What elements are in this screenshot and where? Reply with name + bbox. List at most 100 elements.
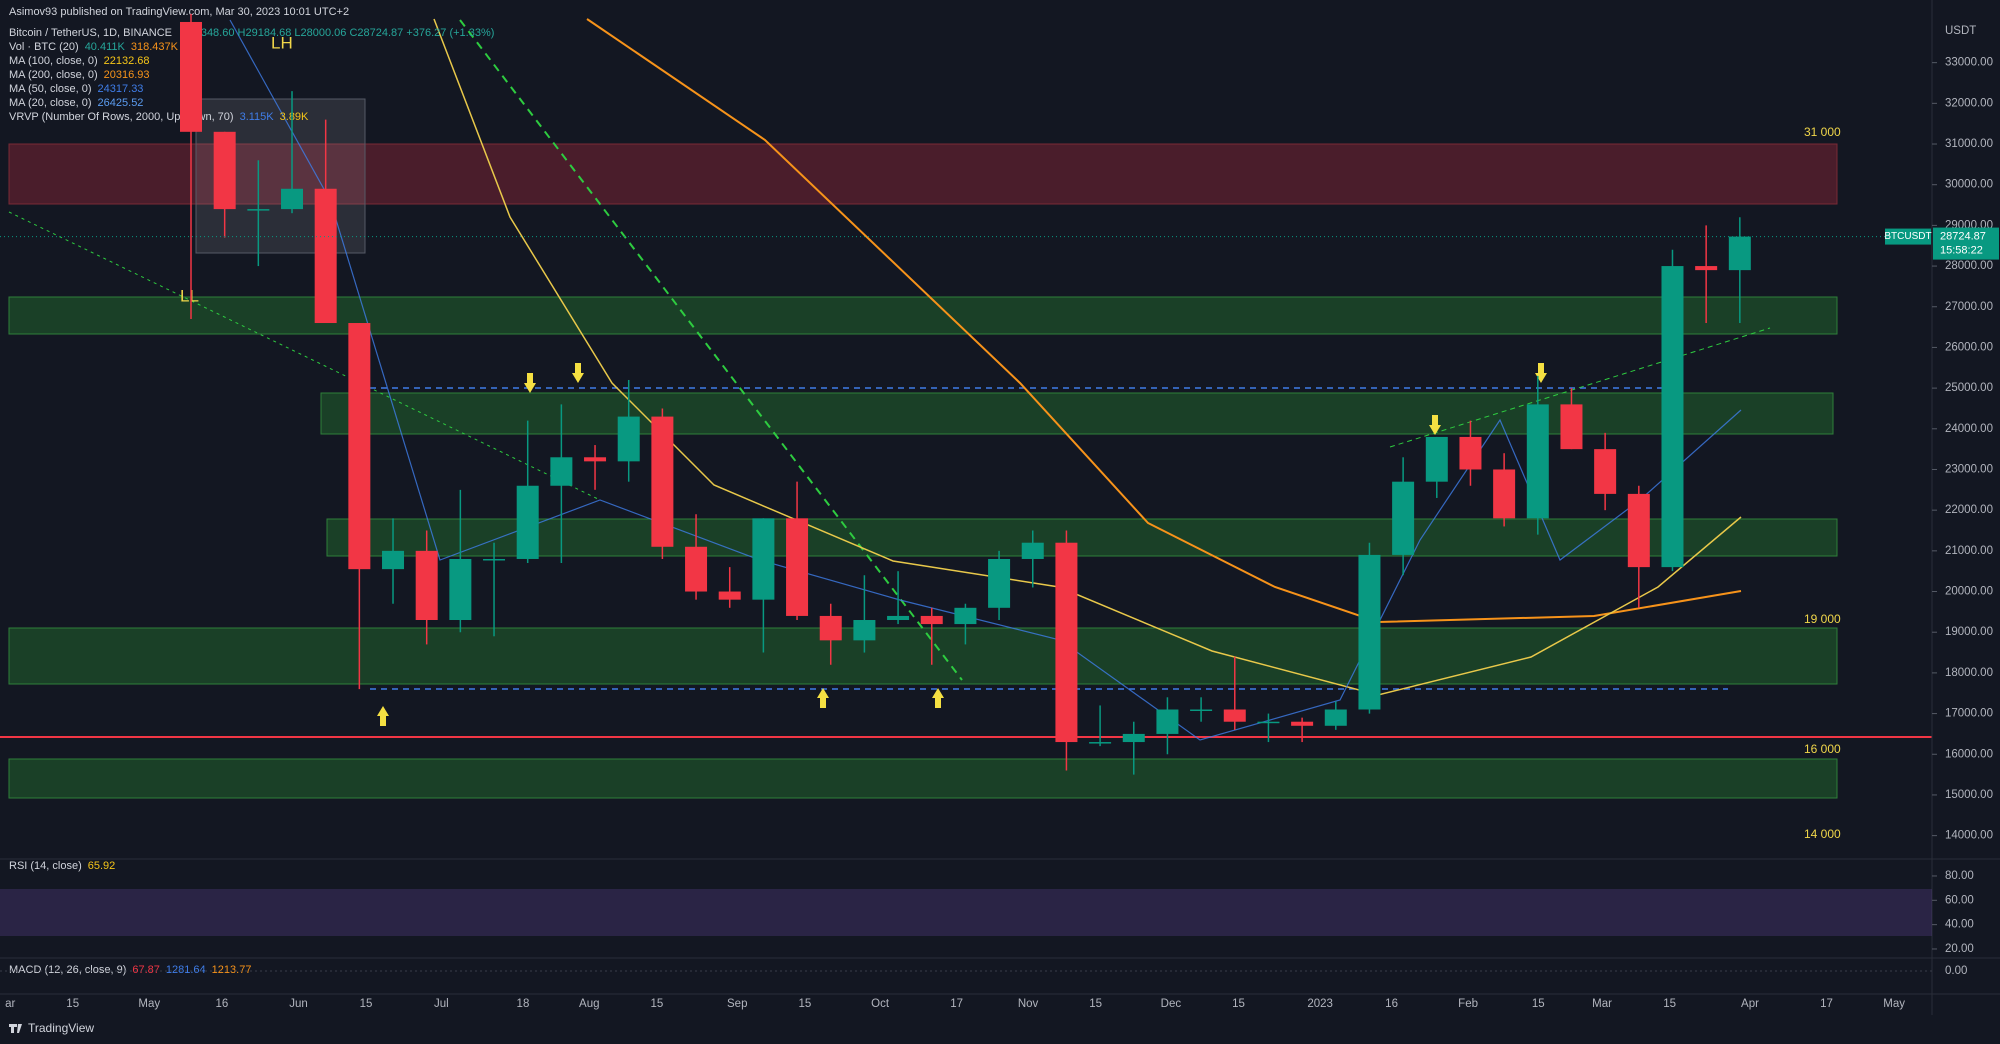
legend-entry: MA (200, close, 0) 20316.93	[9, 69, 150, 81]
legend-entry: Vol · BTC (20) 40.411K 318.437K	[9, 41, 179, 53]
candle-body	[281, 188, 304, 210]
candle-body	[651, 416, 674, 547]
legend-name: MA (100, close, 0)	[9, 55, 98, 67]
zone-label: 19 000	[1804, 612, 1841, 626]
y-tick-label: 21000.00	[1945, 545, 1993, 557]
support-zone	[326, 518, 1838, 557]
candle-body	[213, 131, 236, 210]
y-tick-label: 19000.00	[1945, 626, 1993, 638]
legend-value: 318.437K	[131, 41, 179, 53]
arrow	[817, 688, 829, 708]
x-tick-label: Dec	[1161, 998, 1182, 1010]
candle-body	[752, 518, 775, 600]
candle-body	[449, 558, 472, 621]
x-tick-label: 15	[1663, 998, 1676, 1010]
x-tick-label: 15	[1089, 998, 1102, 1010]
candle-body	[247, 209, 270, 211]
legend-value: 3.115K	[240, 111, 275, 123]
candle-body	[1156, 709, 1179, 734]
y-tick-label: 22000.00	[1945, 504, 1993, 516]
legend-value: 20316.93	[104, 69, 150, 81]
moving-average	[586, 18, 1742, 624]
support-zone	[8, 758, 1838, 799]
arrow	[377, 706, 389, 726]
symbol-tag	[1885, 228, 1931, 245]
legend-value: 26425.52	[98, 97, 144, 109]
y-tick-label: 15000.00	[1945, 789, 1993, 801]
candle-body	[1459, 436, 1482, 470]
candle-body	[617, 416, 640, 462]
y-tick-label: 17000.00	[1945, 708, 1993, 720]
x-tick-label: May	[138, 998, 160, 1010]
symbol-title: Bitcoin / TetherUS, 1D, BINANCE O28348.60…	[9, 27, 494, 39]
candle-body	[1493, 469, 1516, 519]
rsi-value: 65.92	[88, 860, 116, 872]
symbol-label: BTCUSDT	[1884, 231, 1931, 242]
rsi-band	[0, 889, 1932, 936]
annotation: LL	[180, 286, 199, 305]
moving-average	[229, 19, 1742, 741]
candle-body	[1560, 404, 1583, 450]
legend-name: MA (50, close, 0)	[9, 83, 92, 95]
zone-label: 16 000	[1804, 742, 1841, 756]
x-tick-label: Oct	[871, 998, 890, 1010]
x-tick-label: Jul	[434, 998, 449, 1010]
logo	[9, 1024, 22, 1033]
arrow	[932, 688, 944, 708]
trend-line	[1389, 327, 1771, 448]
y-tick-label: 0.00	[1945, 965, 1967, 977]
candle-body	[988, 558, 1011, 608]
y-tick-label: 14000.00	[1945, 830, 1993, 842]
y-tick-label: 16000.00	[1945, 748, 1993, 760]
zone-label: 31 000	[1804, 125, 1841, 139]
candle-body	[483, 558, 506, 561]
y-tick-label: 30000.00	[1945, 179, 1993, 191]
candle-body	[1324, 709, 1347, 726]
x-tick-label: 15	[1532, 998, 1545, 1010]
legend-value: 22132.68	[104, 55, 150, 67]
legend-entry: VRVP (Number Of Rows, 2000, Up/Down, 70)…	[9, 111, 309, 123]
candle-body	[314, 188, 337, 324]
legend-name: MA (200, close, 0)	[9, 69, 98, 81]
support-zone	[320, 392, 1834, 435]
candle-body	[786, 518, 809, 616]
candle-body	[1526, 404, 1549, 519]
ohlc-readout: O28348.60 H29184.68 L28000.06 C28724.87 …	[180, 27, 494, 39]
candle-body	[1661, 266, 1684, 568]
x-tick-label: ar	[5, 998, 15, 1010]
annotation: LH	[271, 33, 293, 52]
candle-body	[1223, 709, 1246, 722]
publisher: Asimov93 published on TradingView.com, M…	[9, 6, 349, 18]
macd-name: MACD (12, 26, close, 9)	[9, 964, 126, 976]
candle-body	[1695, 266, 1718, 271]
zone-label: 14 000	[1804, 827, 1841, 841]
x-tick-label: Mar	[1592, 998, 1612, 1010]
y-tick-label: 31000.00	[1945, 138, 1993, 150]
legend-name: VRVP (Number Of Rows, 2000, Up/Down, 70)	[9, 111, 234, 123]
arrow	[572, 363, 584, 383]
arrows	[377, 363, 1547, 726]
x-tick-label: 15	[66, 998, 79, 1010]
x-tick-label: Feb	[1458, 998, 1478, 1010]
axis-unit: USDT	[1945, 25, 1976, 37]
x-tick-label: Sep	[727, 998, 747, 1010]
legend-entry: MA (20, close, 0) 26425.52	[9, 97, 143, 109]
candle-body	[1425, 436, 1448, 482]
y-tick-label: 20000.00	[1945, 586, 1993, 598]
legend-value: 40.411K	[85, 41, 126, 53]
legend-entry: MA (50, close, 0) 24317.33	[9, 83, 143, 95]
trend-line	[8, 211, 601, 501]
macd-value: 1213.77	[212, 964, 252, 976]
candle-body	[1728, 236, 1751, 271]
x-tick-label: 17	[1820, 998, 1833, 1010]
x-tick-label: 15	[650, 998, 663, 1010]
x-tick-label: 18	[517, 998, 530, 1010]
legend-name: Vol · BTC (20)	[9, 41, 79, 53]
candle-body	[1190, 709, 1213, 712]
trend-line	[459, 19, 963, 681]
candle-body	[516, 485, 539, 559]
legend-name: MA (20, close, 0)	[9, 97, 92, 109]
candle-body	[1089, 742, 1112, 744]
